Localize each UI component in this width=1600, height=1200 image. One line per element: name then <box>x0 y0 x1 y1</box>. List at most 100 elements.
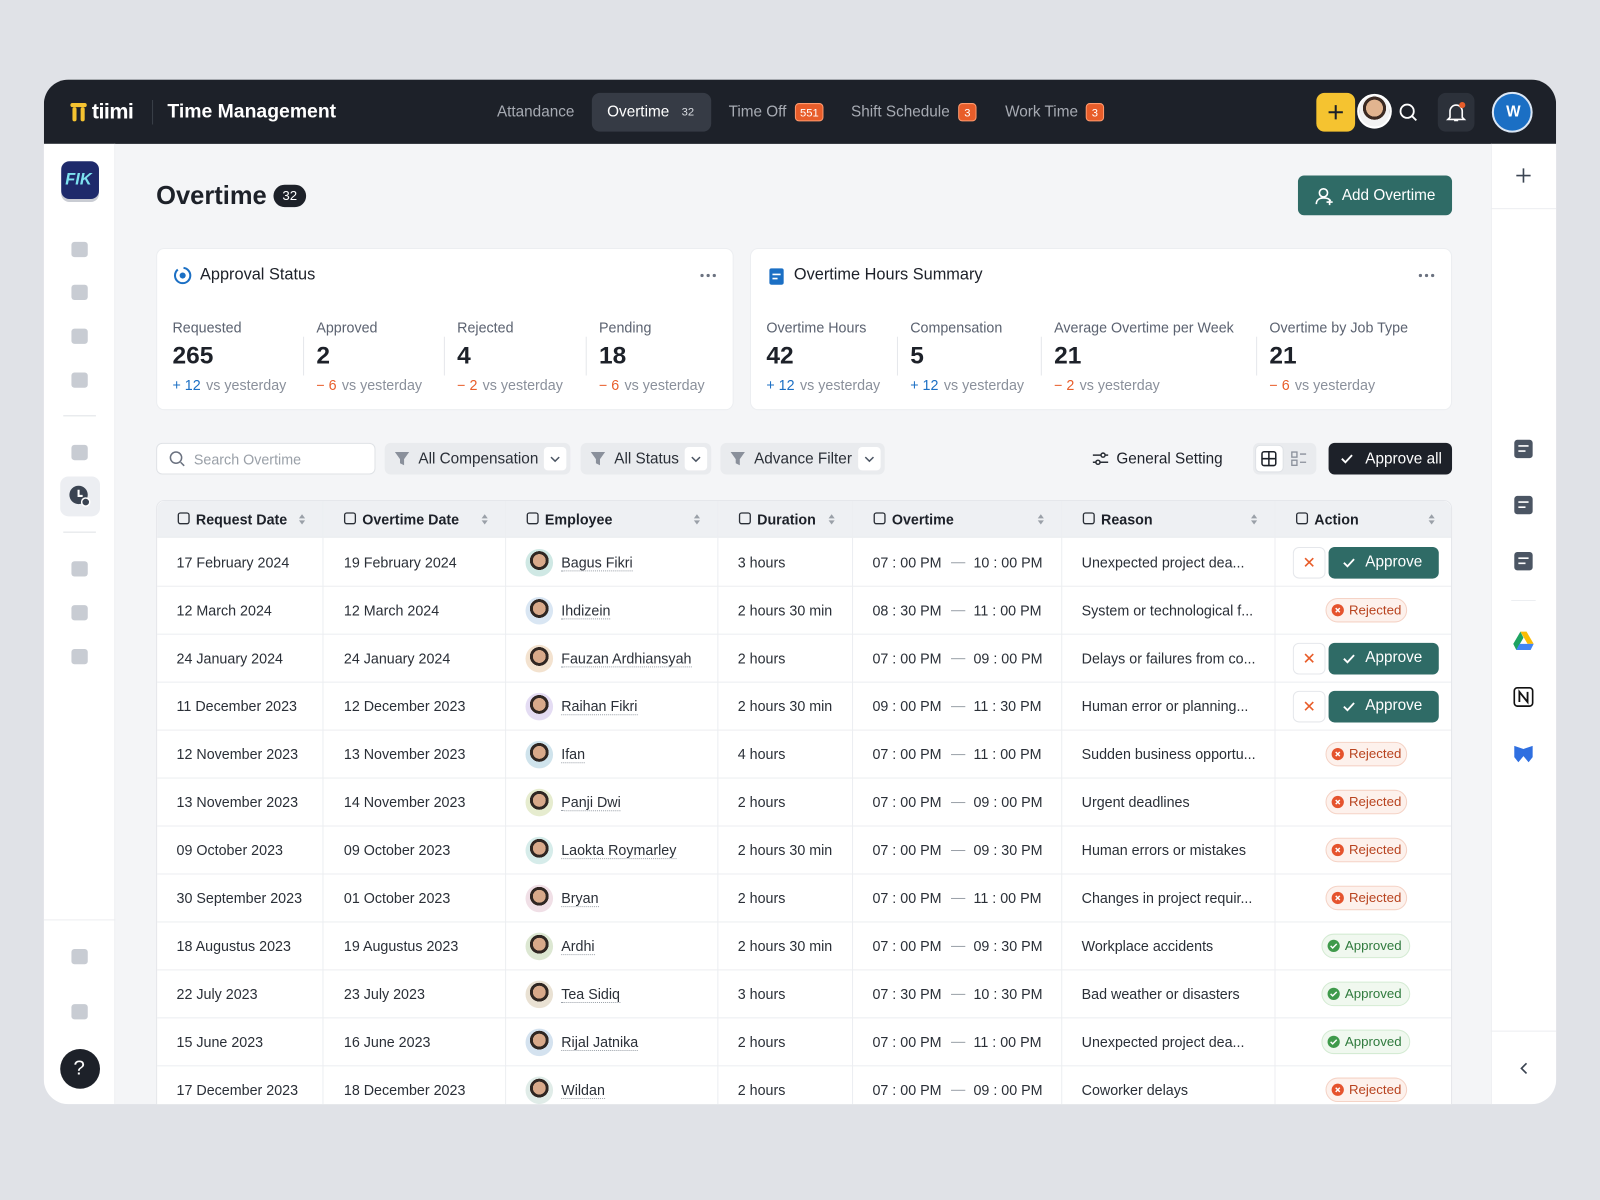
add-overtime-button[interactable] <box>1297 175 1453 216</box>
duration: 2 hours 30 min <box>737 602 833 619</box>
nav-icon[interactable] <box>69 558 89 578</box>
column-header[interactable]: Reason <box>1101 511 1153 528</box>
approve-label[interactable]: Approve <box>1365 648 1423 667</box>
collapse-icon[interactable] <box>1519 1062 1528 1075</box>
table-row <box>157 587 1452 635</box>
icon-shape <box>1518 689 1529 705</box>
column-header[interactable]: Overtime Date <box>362 511 460 528</box>
approve-label[interactable]: Approve <box>1365 553 1423 571</box>
icon-shape <box>481 514 488 525</box>
overtime-end: 10 : 30 PM <box>973 985 1043 1003</box>
notion-icon[interactable] <box>1513 686 1534 707</box>
column-header[interactable]: Employee <box>544 511 613 528</box>
overtime-start: 07 : 00 PM <box>872 937 942 955</box>
card-icon <box>173 266 192 285</box>
reason: Human errors or mistakes <box>1081 841 1246 859</box>
brand-divider <box>152 99 154 125</box>
workspace-logo[interactable] <box>61 161 99 199</box>
approve-button[interactable] <box>1328 642 1439 675</box>
help-button[interactable] <box>60 1048 100 1089</box>
nav-tab[interactable]: Shift Schedule <box>851 103 950 121</box>
notification-button[interactable] <box>1437 92 1475 132</box>
stat-card <box>156 247 734 411</box>
sort-icon[interactable] <box>1428 513 1436 525</box>
icon-shape <box>873 512 886 525</box>
icon-shape <box>691 456 701 463</box>
filter-dropdown[interactable] <box>720 442 885 475</box>
overtime-end: 11 : 30 PM <box>973 697 1042 715</box>
nav-icon[interactable] <box>69 326 89 346</box>
search-icon[interactable] <box>1399 103 1417 122</box>
user-avatar[interactable] <box>1357 93 1392 129</box>
tab-active-bg[interactable] <box>591 92 712 132</box>
overtime-start: 07 : 00 PM <box>872 889 942 907</box>
nav-icon[interactable] <box>69 442 89 462</box>
nav-icon[interactable] <box>69 369 89 389</box>
sort-icon[interactable] <box>298 513 306 525</box>
filter-label[interactable]: All Status <box>614 449 679 468</box>
icon-shape <box>1459 102 1466 109</box>
filter-icon <box>590 452 606 466</box>
icon-shape <box>1330 1039 1338 1045</box>
add-overtime-label[interactable]: Add Overtime <box>1341 186 1436 205</box>
icon-shape <box>769 268 784 285</box>
nav-icon[interactable] <box>69 646 89 666</box>
overtime-end: 09 : 00 PM <box>973 649 1043 667</box>
rail-icon[interactable] <box>1513 495 1533 515</box>
approve-label[interactable]: Approve <box>1365 696 1423 715</box>
nav-icon[interactable] <box>69 239 89 259</box>
tab-badge: 551 <box>794 103 824 122</box>
status-label: Approved <box>1344 985 1402 1002</box>
sidebar-divider <box>43 919 116 921</box>
column-header[interactable]: Request Date <box>195 511 288 528</box>
rail-plus[interactable] <box>1516 168 1531 183</box>
approve-all-label[interactable]: Approve all <box>1365 449 1442 468</box>
profile-circle[interactable] <box>1491 91 1533 133</box>
icon-shape <box>1327 939 1340 953</box>
nav-tab[interactable]: Time Off <box>728 103 787 121</box>
time-separator <box>951 897 966 899</box>
icon-shape <box>1431 273 1435 278</box>
sort-icon[interactable] <box>1250 513 1258 525</box>
approve-button[interactable] <box>1328 546 1439 579</box>
time-separator <box>951 706 966 708</box>
status-icon <box>1331 1083 1344 1096</box>
search-box[interactable] <box>156 442 376 475</box>
icon-shape <box>1335 847 1341 853</box>
icon-shape <box>179 272 186 279</box>
approve-button[interactable] <box>1328 690 1439 723</box>
card-menu[interactable] <box>1418 273 1435 278</box>
nav-icon[interactable] <box>69 282 89 302</box>
filter-dropdown[interactable] <box>384 442 571 475</box>
general-setting[interactable]: General Setting <box>1116 449 1223 468</box>
rail-icon[interactable] <box>1513 439 1533 459</box>
sort-icon[interactable] <box>693 513 701 525</box>
stat-divider <box>1256 336 1258 376</box>
nav-tab[interactable]: Work Time <box>1005 103 1078 121</box>
nav-tab[interactable]: Attandance <box>496 103 575 121</box>
nav-icon[interactable] <box>69 1001 89 1021</box>
sort-icon[interactable] <box>1037 513 1045 525</box>
nav-tab[interactable]: Overtime <box>607 103 670 121</box>
nav-icon[interactable] <box>69 946 89 966</box>
stat-value: 2 <box>316 341 330 370</box>
drive-icon[interactable] <box>1513 631 1534 650</box>
rail-icon[interactable] <box>1513 551 1533 571</box>
help-label: ? <box>73 1057 85 1080</box>
column-icon <box>1296 512 1309 525</box>
column-header[interactable]: Action <box>1314 511 1359 528</box>
filter-label[interactable]: All Compensation <box>418 449 539 468</box>
nav-icon[interactable] <box>69 602 89 622</box>
app-icon[interactable] <box>1513 743 1533 763</box>
sort-icon[interactable] <box>828 513 836 525</box>
card-menu[interactable] <box>700 273 716 278</box>
column-header[interactable]: Duration <box>757 511 816 528</box>
icon-shape <box>180 461 185 467</box>
tab-badge: 32 <box>681 106 695 119</box>
reason: Unexpected project dea... <box>1081 1033 1245 1050</box>
status-icon <box>1327 939 1340 953</box>
time-separator <box>951 849 966 852</box>
filter-label[interactable]: Advance Filter <box>754 449 852 468</box>
sort-icon[interactable] <box>481 513 489 525</box>
column-header[interactable]: Overtime <box>891 511 954 528</box>
